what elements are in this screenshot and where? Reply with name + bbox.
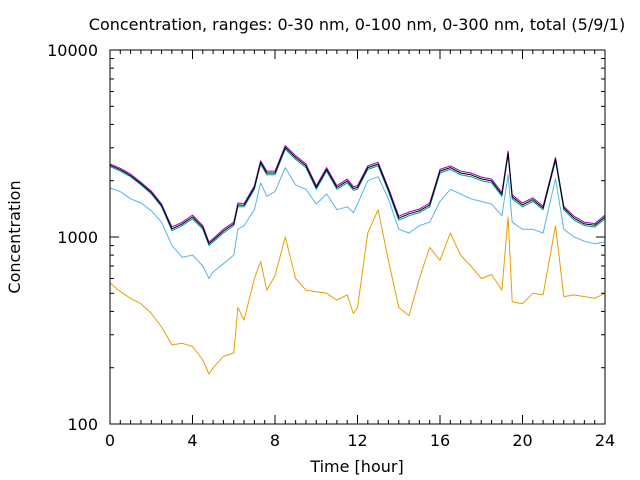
plot-frame [109, 49, 606, 425]
series-line-s300 [109, 148, 606, 247]
y-tick-label: 10000 [47, 41, 98, 60]
series-line-s100 [109, 167, 606, 279]
y-tick-label: 100 [67, 415, 98, 434]
x-tick-label: 4 [187, 431, 197, 450]
series-layer [109, 145, 606, 375]
x-tick-label: 0 [105, 431, 115, 450]
x-axis-label: Time [hour] [309, 457, 403, 476]
x-tick-label: 24 [595, 431, 615, 450]
series-line-stotal [109, 145, 606, 243]
series-line-s30 [109, 209, 606, 375]
x-tick-label: 12 [347, 431, 367, 450]
x-tick-label: 20 [512, 431, 532, 450]
x-tick-label: 8 [270, 431, 280, 450]
y-tick-label: 1000 [57, 228, 98, 247]
axis-layer: 0 4 8 12 16 20 24 100 1000 10000 [47, 41, 615, 450]
x-tick-label: 16 [430, 431, 450, 450]
y-axis-label: Concentration [5, 180, 24, 293]
chart-title: Concentration, ranges: 0-30 nm, 0-100 nm… [89, 15, 625, 34]
series-line-sblack [109, 146, 606, 245]
